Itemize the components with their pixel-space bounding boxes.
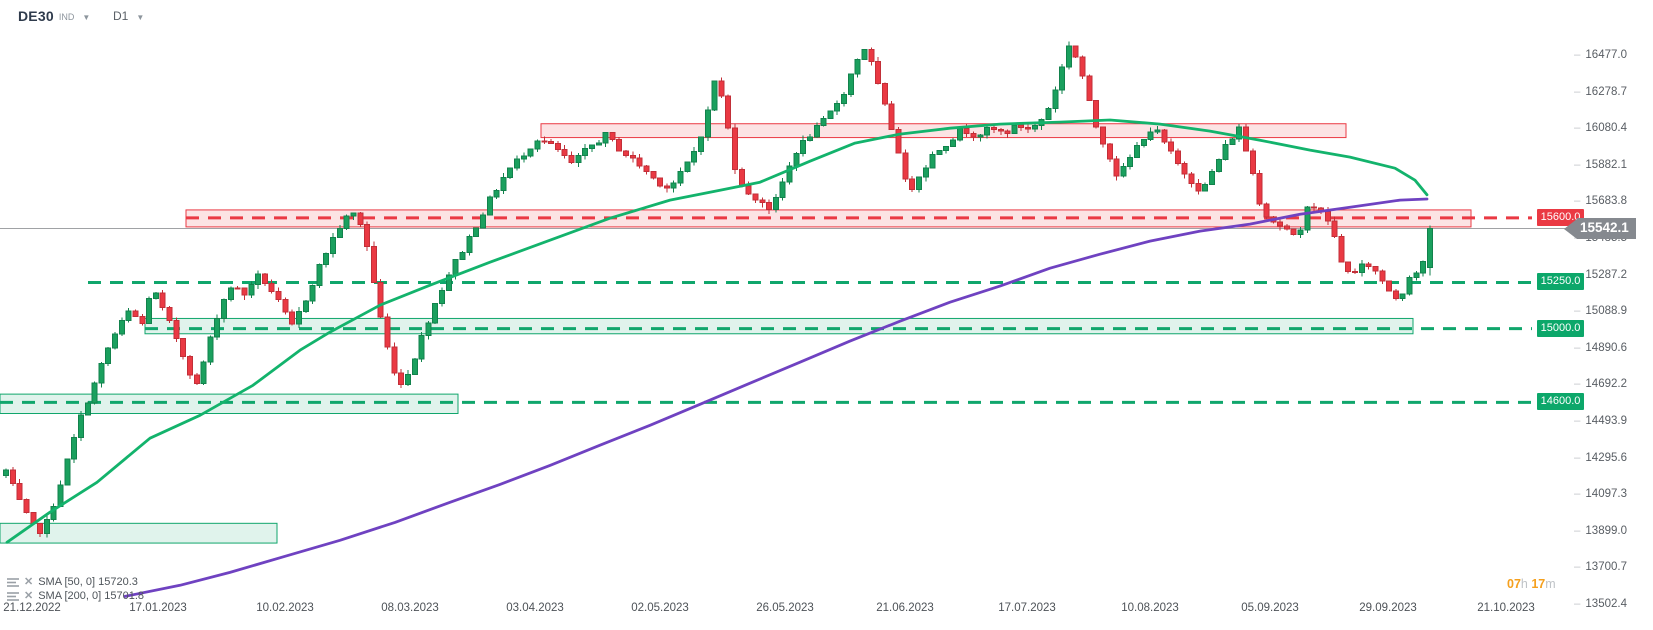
- symbol-selector[interactable]: DE30 IND ▼: [18, 8, 90, 24]
- y-axis-tick: –16278.7: [1574, 85, 1627, 98]
- y-axis-tick: –14692.2: [1574, 378, 1627, 391]
- level-badge-15250.0[interactable]: 15250.0: [1537, 273, 1584, 291]
- indicator-row-sma200: ✕ SMA [200, 0] 15701.8: [7, 589, 144, 602]
- x-axis-date: 10.02.2023: [256, 602, 314, 614]
- x-axis-date: 02.05.2023: [631, 602, 689, 614]
- timer-minutes: 17: [1531, 577, 1546, 591]
- y-axis-tick: –13700.7: [1574, 561, 1627, 574]
- timeframe-selector[interactable]: D1 ▼: [113, 8, 144, 24]
- x-axis-date: 29.09.2023: [1359, 602, 1417, 614]
- indicator-row-sma50: ✕ SMA [50, 0] 15720.3: [7, 575, 138, 588]
- current-price-badge: 15542.1: [1564, 218, 1636, 240]
- indicator-label: SMA [200, 0] 15701.8: [38, 589, 145, 602]
- timer-hours: 07: [1507, 577, 1521, 591]
- y-axis-tick: –15683.8: [1574, 195, 1627, 208]
- level-badge-14600.0[interactable]: 14600.0: [1537, 393, 1584, 411]
- y-axis-tick: –16477.0: [1574, 49, 1627, 61]
- timer-hours-unit: h: [1520, 577, 1528, 591]
- y-axis-tick: –16080.4: [1574, 122, 1627, 135]
- x-axis-date: 26.05.2023: [756, 602, 814, 614]
- y-axis-tick: –14097.3: [1574, 488, 1627, 501]
- x-axis-date: 17.07.2023: [998, 602, 1056, 614]
- y-axis-tick: –14295.6: [1574, 451, 1627, 464]
- y-axis-tick: –15088.9: [1574, 305, 1627, 318]
- x-axis-date: 17.01.2023: [129, 602, 187, 614]
- chevron-down-icon[interactable]: ▼: [136, 12, 145, 22]
- symbol-name: DE30: [18, 8, 54, 24]
- level-badge-15000.0[interactable]: 15000.0: [1537, 319, 1584, 337]
- x-axis-date: 10.08.2023: [1121, 602, 1179, 614]
- y-axis-tick: –13899.0: [1574, 524, 1627, 537]
- indicator-settings-icon[interactable]: [7, 591, 19, 601]
- timeframe-label: D1: [113, 9, 129, 23]
- y-axis-tick: –14493.9: [1574, 415, 1627, 427]
- price-arrow-icon: [1564, 218, 1577, 239]
- x-axis-date: 05.09.2023: [1241, 602, 1299, 614]
- timer-minutes-unit: m: [1545, 577, 1556, 591]
- x-axis-date: 08.03.2023: [381, 602, 439, 614]
- indicator-remove-icon[interactable]: ✕: [24, 576, 34, 588]
- x-axis-date: 21.12.2022: [3, 602, 61, 614]
- indicator-label: SMA [50, 0] 15720.3: [38, 575, 138, 588]
- x-axis-date: 21.10.2023: [1477, 602, 1535, 614]
- y-axis-tick: –15882.1: [1574, 158, 1627, 171]
- x-axis-date: 21.06.2023: [876, 602, 934, 614]
- y-axis-tick: –13502.4: [1574, 598, 1627, 610]
- symbol-market-type: IND: [58, 12, 75, 22]
- x-axis-date: 03.04.2023: [506, 602, 564, 614]
- indicator-settings-icon[interactable]: [7, 577, 19, 587]
- chevron-down-icon[interactable]: ▼: [82, 12, 91, 22]
- candle-countdown-timer: 07h 17m: [1507, 577, 1556, 591]
- indicator-remove-icon[interactable]: ✕: [24, 590, 34, 602]
- y-axis-tick: –14890.6: [1574, 341, 1627, 354]
